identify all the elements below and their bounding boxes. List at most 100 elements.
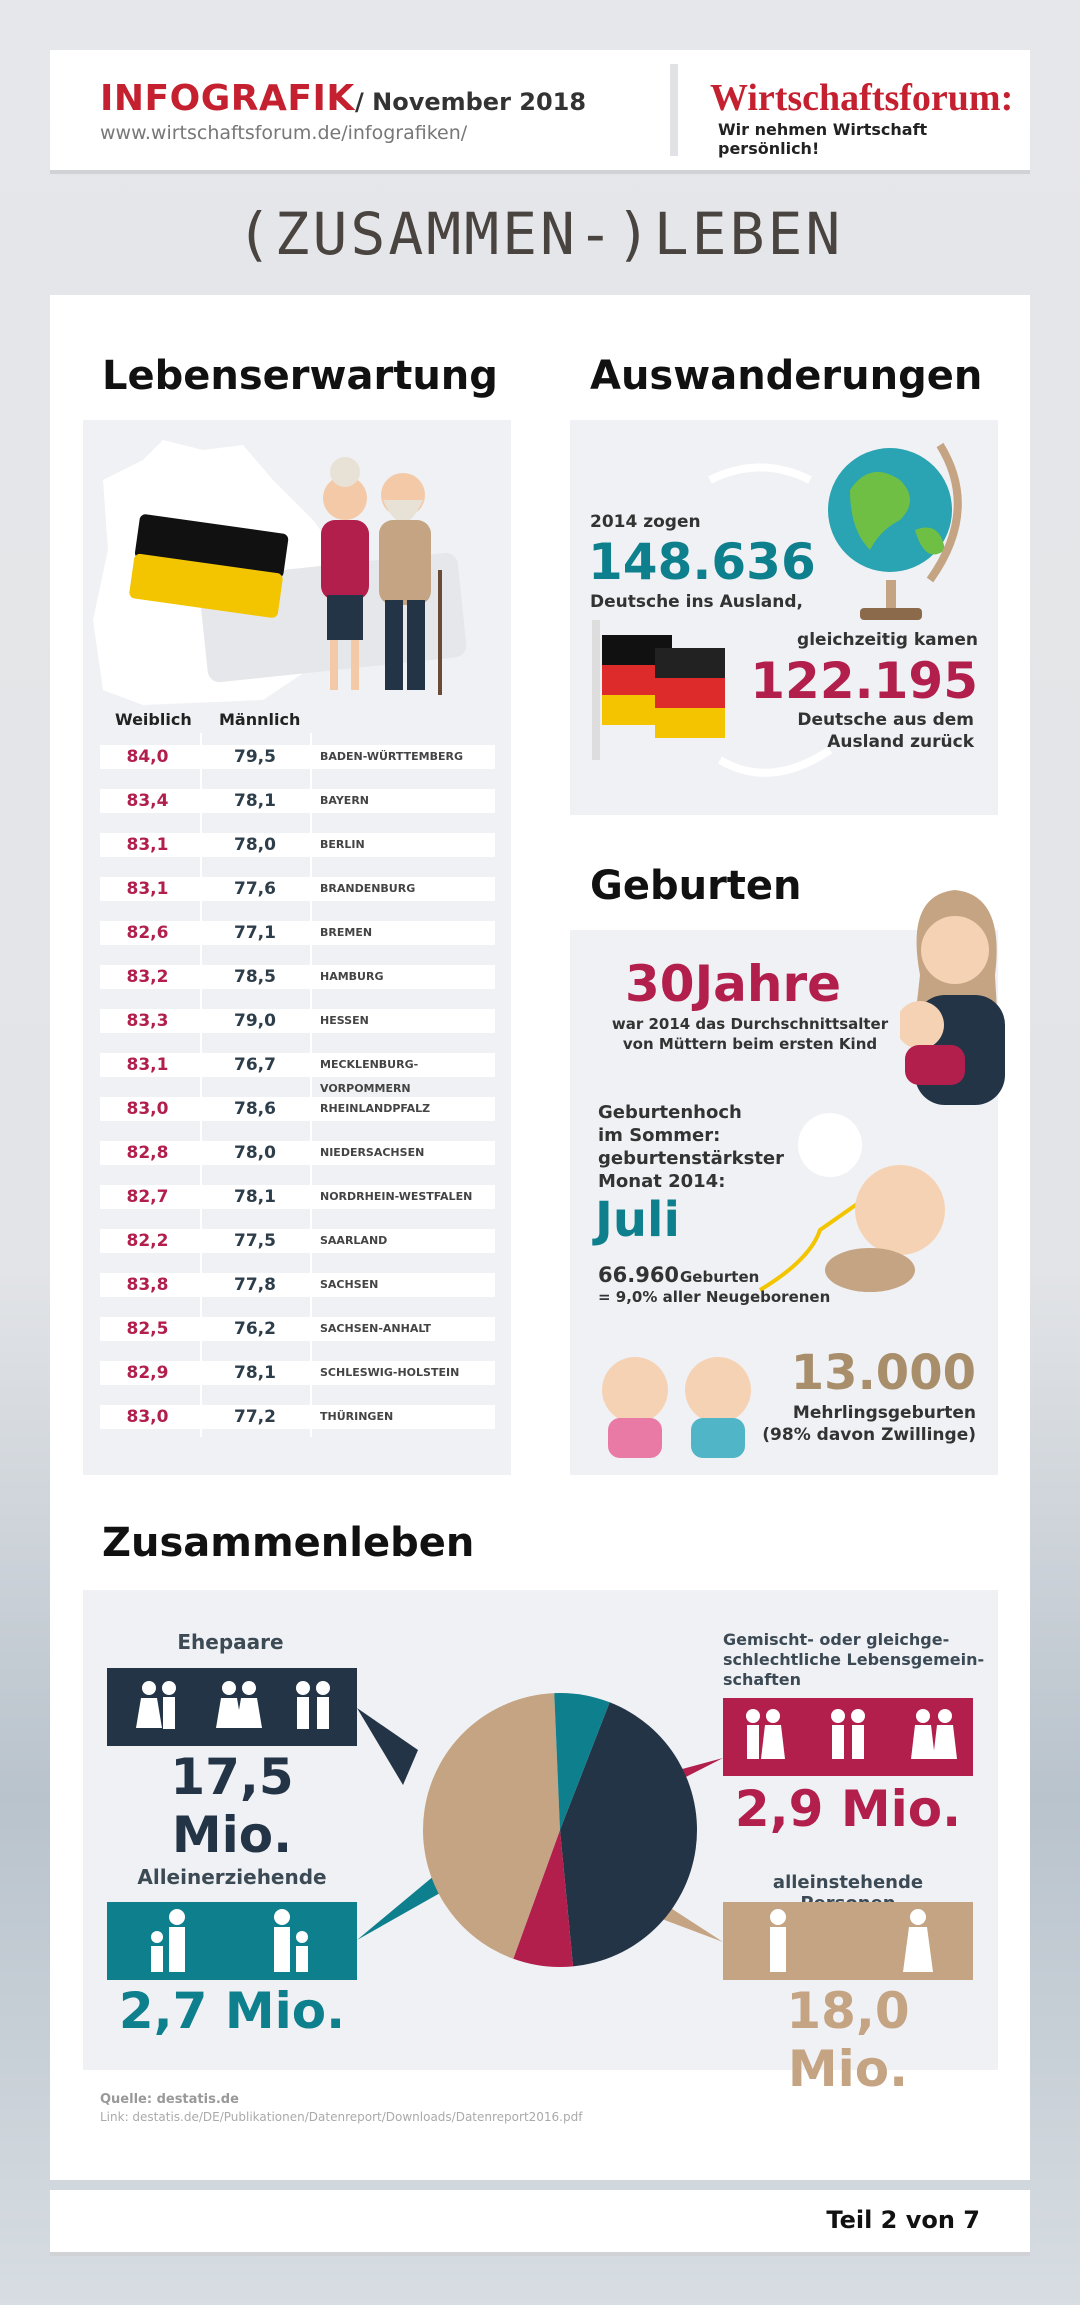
pie-slice-2	[423, 1693, 560, 1959]
single-person-icons	[770, 1909, 933, 1972]
births-panel: 30Jahre war 2014 das Durchschnittsalter …	[570, 930, 998, 1475]
emig-number-out: 148.636	[588, 533, 816, 591]
mixed-label-2: schlechtliche Lebensgemein-	[723, 1650, 985, 1669]
peak-count-label: Geburten	[680, 1268, 760, 1286]
life-panel: Weiblich Männlich	[83, 420, 511, 1475]
births-illustrations	[602, 1113, 945, 1458]
source-link[interactable]: Link: destatis.de/DE/Publikationen/Daten…	[100, 2110, 583, 2124]
cell-maennlich: 78,1	[234, 1187, 276, 1207]
cell-state: BREMEN	[320, 926, 373, 939]
table-row: 84,0 79,5 BADEN-WÜRTTEMBERG	[100, 745, 495, 769]
couple-icons	[136, 1681, 330, 1729]
cell-weiblich: 83,0	[126, 1407, 169, 1427]
col-maennlich: Männlich	[219, 710, 301, 729]
col-weiblich: Weiblich	[115, 710, 192, 729]
emig-panel: 2014 zogen 148.636 Deutsche ins Ausland,…	[570, 420, 998, 815]
cell-state: SACHSEN	[320, 1278, 379, 1291]
cell-weiblich: 82,6	[126, 923, 169, 943]
table-row: 83,4 78,1 BAYERN	[100, 789, 495, 813]
site-url[interactable]: www.wirtschaftsforum.de/infografiken/	[100, 122, 468, 144]
single-parent-value: 2,7 Mio.	[118, 1982, 346, 2040]
cell-maennlich: 76,2	[234, 1319, 276, 1339]
peak-count: 66.960	[598, 1263, 680, 1287]
pie-slice-0	[560, 1702, 697, 1967]
pie-slice-1	[513, 1830, 574, 1967]
life-heading: Lebenserwartung	[102, 353, 498, 399]
table-row: 82,9 78,1 SCHLESWIG-HOLSTEIN	[100, 1361, 495, 1385]
cell-weiblich: 83,8	[126, 1275, 169, 1295]
cell-weiblich: 83,2	[126, 967, 169, 987]
emig-l4: Deutsche aus dem	[797, 710, 974, 730]
infografik-label: INFOGRAFIK	[100, 78, 355, 119]
cell-weiblich: 82,7	[126, 1187, 169, 1207]
peak-4: Monat 2014:	[598, 1171, 726, 1192]
cell-state: SACHSEN-ANHALT	[320, 1322, 432, 1335]
table-row: 82,7 78,1 NORDRHEIN-WESTFALEN	[100, 1185, 495, 1209]
household-pie-chart	[357, 1693, 723, 1967]
cell-weiblich: 83,4	[126, 791, 169, 811]
table-row: 83,2 78,5 HAMBURG	[100, 965, 495, 989]
cell-weiblich: 83,0	[126, 1099, 169, 1119]
header-divider	[670, 64, 678, 156]
table-row: 83,1 78,0 BERLIN	[100, 833, 495, 857]
emig-l3: gleichzeitig kamen	[797, 630, 978, 650]
alone-value: 18,0 Mio.	[786, 1982, 910, 2098]
table-row: 82,5 76,2 SACHSEN-ANHALT	[100, 1317, 495, 1341]
birth-age-t1: war 2014 das Durchschnittsalter	[611, 1015, 889, 1033]
cell-state: NIEDERSACHSEN	[320, 1146, 425, 1159]
cell-weiblich: 83,1	[126, 835, 169, 855]
together-heading: Zusammenleben	[102, 1520, 475, 1566]
cell-state: RHEINLANDPFALZ	[320, 1102, 431, 1115]
birth-age: 30Jahre	[625, 955, 842, 1013]
cell-state: SAARLAND	[320, 1234, 388, 1247]
single-parent-icons	[151, 1909, 308, 1972]
header-bar: INFOGRAFIK / November 2018 www.wirtschaf…	[50, 50, 1030, 170]
table-row: 83,1 76,7 MECKLENBURG-VORPOMMERN	[100, 1053, 495, 1095]
brand-slogan: Wir nehmen Wirtschaft persönlich!	[718, 120, 928, 158]
cell-maennlich: 78,1	[234, 791, 276, 811]
globe-flag-illustration	[592, 442, 962, 777]
single-parent-label: Alleinerziehende	[137, 1865, 327, 1889]
cell-state: BADEN-WÜRTTEMBERG	[320, 750, 463, 763]
cell-maennlich: 79,0	[234, 1011, 276, 1031]
cell-maennlich: 76,7	[234, 1055, 276, 1075]
cell-state: HESSEN	[320, 1014, 369, 1027]
alone-icon-box	[723, 1902, 973, 1980]
table-column-divider	[310, 733, 312, 1437]
cell-weiblich: 83,1	[126, 879, 169, 899]
cell-state: BERLIN	[320, 838, 365, 851]
cell-state: NORDRHEIN-WESTFALEN	[320, 1190, 473, 1203]
table-row: 83,0 77,2 THÜRINGEN	[100, 1405, 495, 1429]
mixed-value: 2,9 Mio.	[734, 1780, 962, 1838]
multi-count: 13.000	[790, 1345, 976, 1401]
pie-slice-3	[554, 1693, 610, 1830]
source-label: Quelle: destatis.de	[100, 2092, 239, 2107]
date-label: / November 2018	[355, 88, 587, 116]
mixed-icon-box	[723, 1698, 973, 1776]
cell-state: THÜRINGEN	[320, 1410, 394, 1423]
cell-state: SCHLESWIG-HOLSTEIN	[320, 1366, 460, 1379]
multi-l2: (98% davon Zwillinge)	[762, 1425, 976, 1445]
emig-heading: Auswanderungen	[590, 353, 983, 399]
peak-2: im Sommer:	[598, 1125, 721, 1146]
cell-maennlich: 78,6	[234, 1099, 276, 1119]
cell-weiblich: 83,3	[126, 1011, 169, 1031]
footer-bar: Teil 2 von 7	[50, 2190, 1030, 2252]
peak-month: Juli	[595, 1192, 680, 1248]
table-row: 83,1 77,6 BRANDENBURG	[100, 877, 495, 901]
married-icon-box	[107, 1668, 357, 1746]
cell-weiblich: 84,0	[126, 747, 169, 767]
cell-weiblich: 82,8	[126, 1143, 169, 1163]
cell-state: HAMBURG	[320, 970, 384, 983]
peak-share: = 9,0% aller Neugeborenen	[598, 1288, 831, 1306]
cell-weiblich: 82,5	[126, 1319, 169, 1339]
peak-1: Geburtenhoch	[598, 1102, 742, 1123]
cell-maennlich: 77,2	[234, 1407, 276, 1427]
births-heading: Geburten	[590, 863, 802, 909]
cell-maennlich: 78,1	[234, 1363, 276, 1383]
emig-l1: 2014 zogen	[590, 512, 701, 532]
cell-maennlich: 78,5	[234, 967, 276, 987]
elderly-couple-illustration	[93, 440, 467, 705]
cell-maennlich: 77,6	[234, 879, 276, 899]
table-row: 83,0 78,6 RHEINLANDPFALZ	[100, 1097, 495, 1121]
